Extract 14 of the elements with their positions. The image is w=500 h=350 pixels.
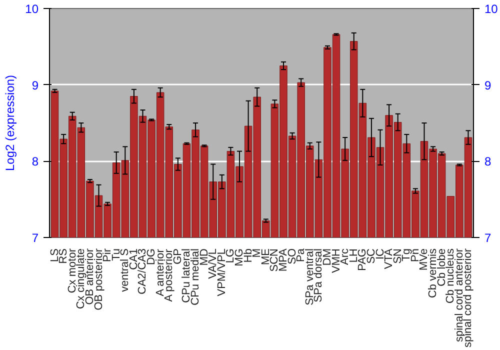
- x-tick-label: DM: [321, 248, 334, 266]
- x-tick-label: Tg: [400, 248, 413, 262]
- y2-tick-label: 10: [484, 2, 498, 16]
- y-tick-label: 10: [25, 2, 39, 16]
- y2-tick-label: 8: [484, 154, 492, 169]
- y-axis-title: Log2 (expression): [3, 74, 18, 172]
- y-tick-label: 9: [32, 78, 39, 92]
- x-tick-label: spinal cord posterior: [462, 248, 474, 348]
- y-tick-label: 7: [32, 231, 39, 245]
- y-tick-label: 8: [32, 154, 39, 169]
- x-tick-label: RS: [58, 248, 70, 264]
- x-tick-label: A posterior: [163, 248, 176, 302]
- y2-tick-label: 7: [484, 231, 492, 245]
- y2-tick-label: 9: [484, 78, 492, 92]
